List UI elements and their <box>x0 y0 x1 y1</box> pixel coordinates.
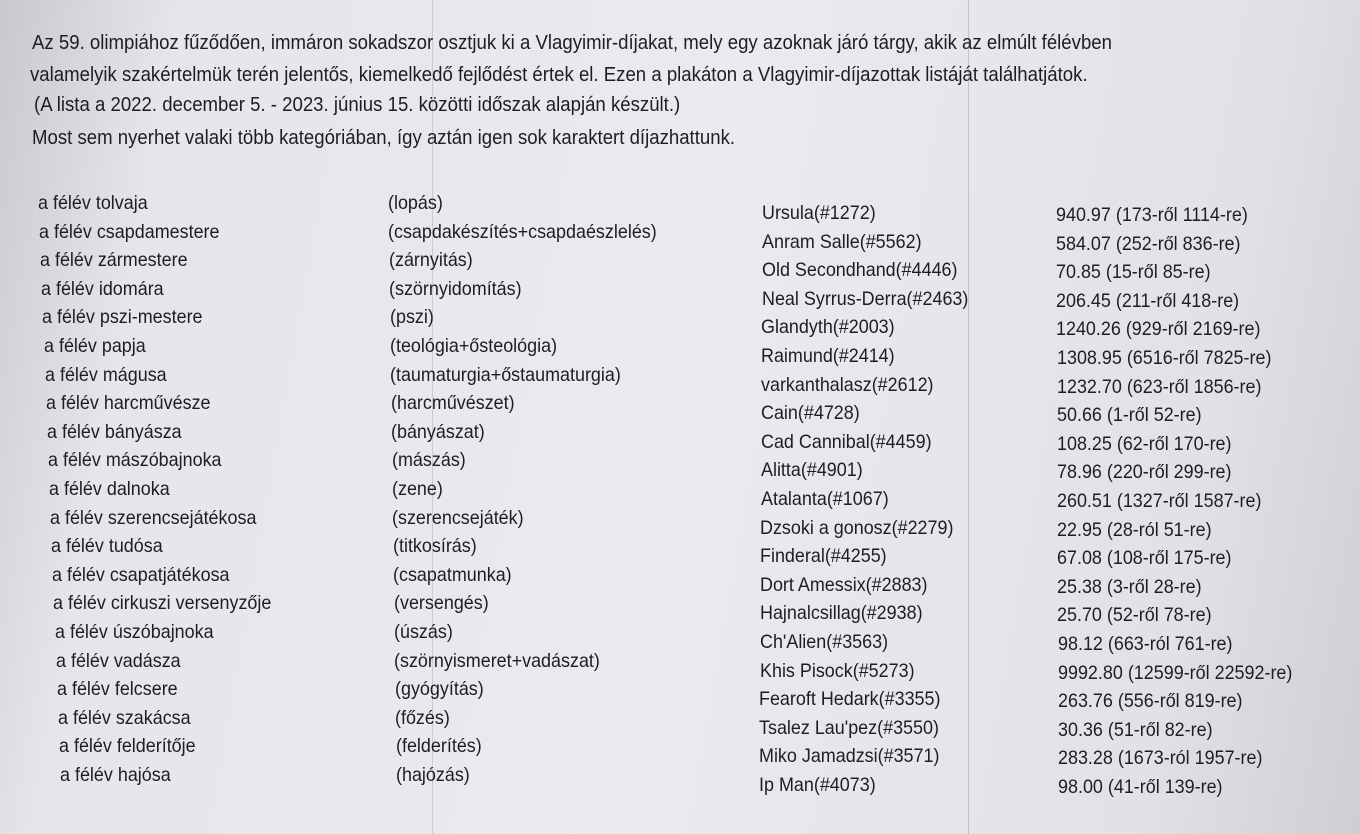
winner: Anram Salle(#5562) <box>761 230 922 253</box>
winner: Fearoft Hedark(#3355) <box>759 688 941 711</box>
score: 283.28 (1673-ról 1957-re) <box>1057 747 1263 770</box>
skill: (titkosírás) <box>392 535 477 558</box>
skill: (szerencsejáték) <box>392 506 525 529</box>
category: a félév pszi-mestere <box>42 306 203 329</box>
winner: Old Secondhand(#4446) <box>761 259 958 282</box>
category: a félév tudósa <box>51 535 163 558</box>
winner: Glandyth(#2003) <box>761 316 896 339</box>
category: a félév csapdamestere <box>39 220 220 243</box>
category: a félév felcsere <box>56 678 178 701</box>
skill: (főzés) <box>395 706 451 729</box>
score: 1232.70 (623-ről 1856-re) <box>1056 375 1262 398</box>
category: a félév szerencsejátékosa <box>50 506 257 529</box>
winner: Finderal(#4255) <box>760 545 887 568</box>
paper-fold <box>968 0 969 834</box>
score: 25.70 (52-ről 78-re) <box>1057 604 1212 627</box>
score: 50.66 (1-ről 52-re) <box>1056 404 1202 427</box>
winner: Hajnalcsillag(#2938) <box>759 602 923 625</box>
score: 260.51 (1327-ről 1587-re) <box>1057 490 1262 512</box>
winner: Cain(#4728) <box>760 402 860 425</box>
skill: (mászás) <box>391 449 466 472</box>
score: 25.38 (3-ről 28-re) <box>1057 575 1202 598</box>
skill: (úszás) <box>394 621 453 643</box>
skill: (gyógyítás) <box>394 678 484 701</box>
skill: (zene) <box>392 478 443 500</box>
skill: (szörnyidomítás) <box>389 277 522 300</box>
category: a félév vadásza <box>55 649 181 672</box>
category: a félév idomára <box>41 277 164 300</box>
score: 940.97 (173-ről 1114-re) <box>1056 204 1248 226</box>
winner: Ip Man(#4073) <box>759 774 876 796</box>
score: 9992.80 (12599-ről 22592-re) <box>1057 661 1292 684</box>
category: a félév hajósa <box>60 764 171 786</box>
winner: Cad Cannibal(#4459) <box>760 430 932 453</box>
skill: (csapatmunka) <box>393 563 512 586</box>
paper-fold <box>432 0 433 834</box>
winner: Alitta(#4901) <box>760 459 863 482</box>
category: a félév cirkuszi versenyzője <box>53 592 272 615</box>
category: a félév úszóbajnoka <box>54 621 214 643</box>
score: 108.25 (62-ről 170-re) <box>1056 432 1232 455</box>
intro-line: Az 59. olimpiához fűződően, immáron soka… <box>32 32 1112 54</box>
intro-line: valamelyik szakértelmük terén jelentős, … <box>30 64 1088 86</box>
score: 70.85 (15-ről 85-re) <box>1056 261 1211 284</box>
winner: varkanthalasz(#2612) <box>761 373 934 396</box>
skill: (felderítés) <box>395 735 482 758</box>
category: a félév mágusa <box>44 363 167 386</box>
skill: (lopás) <box>388 192 443 214</box>
category: a félév csapatjátékosa <box>52 563 230 586</box>
skill: (szörnyismeret+vadászat) <box>394 649 601 672</box>
skill: (versengés) <box>393 592 489 615</box>
winner: Tsalez Lau'pez(#3550) <box>759 716 940 739</box>
intro-line: Most sem nyerhet valaki több kategóriába… <box>32 127 736 149</box>
skill: (csapdakészítés+csapdaészlelés) <box>388 220 658 243</box>
category: a félév dalnoka <box>49 478 170 500</box>
category: a félév mászóbajnoka <box>47 449 222 472</box>
winner: Raimund(#2414) <box>761 345 895 367</box>
winner: Ursula(#1272) <box>762 202 876 224</box>
score: 263.76 (556-ről 819-re) <box>1057 690 1243 713</box>
skill: (teológia+ősteológia) <box>390 335 558 357</box>
score: 206.45 (211-ről 418-re) <box>1056 289 1240 312</box>
intro-line: (A lista a 2022. december 5. - 2023. jún… <box>34 94 681 116</box>
category: a félév harcművésze <box>45 392 211 415</box>
skill: (taumaturgia+őstaumaturgia) <box>390 363 622 386</box>
score: 98.00 (41-ről 139-re) <box>1058 776 1223 798</box>
score: 98.12 (663-ról 761-re) <box>1057 633 1233 655</box>
winner: Dzsoki a gonosz(#2279) <box>760 516 954 539</box>
category: a félév bányásza <box>46 420 182 443</box>
score: 1308.95 (6516-ről 7825-re) <box>1056 347 1271 369</box>
category: a félév tolvaja <box>38 192 148 214</box>
skill: (bányászat) <box>391 420 485 443</box>
score: 67.08 (108-ről 175-re) <box>1057 547 1232 570</box>
category: a félév zármestere <box>40 249 188 272</box>
score: 584.07 (252-ről 836-re) <box>1056 232 1241 255</box>
category: a félév szakácsa <box>57 706 191 729</box>
winner: Miko Jamadzsi(#3571) <box>759 745 940 768</box>
score: 30.36 (51-ről 82-re) <box>1057 718 1213 741</box>
winner: Atalanta(#1067) <box>760 488 889 510</box>
score: 78.96 (220-ről 299-re) <box>1056 461 1232 484</box>
category: a félév felderítője <box>58 735 196 758</box>
score: 1240.26 (929-ről 2169-re) <box>1056 318 1261 341</box>
category: a félév papja <box>43 335 146 357</box>
winner: Ch'Alien(#3563) <box>759 631 888 653</box>
skill: (hajózás) <box>396 764 470 786</box>
winner: Khis Pisock(#5273) <box>759 659 915 682</box>
winner: Dort Amessix(#2883) <box>760 573 928 596</box>
winner: Neal Syrrus-Derra(#2463) <box>761 287 968 310</box>
skill: (zárnyitás) <box>388 249 473 272</box>
skill: (pszi) <box>389 306 434 329</box>
skill: (harcművészet) <box>390 392 515 415</box>
score: 22.95 (28-ról 51-re) <box>1057 518 1212 541</box>
